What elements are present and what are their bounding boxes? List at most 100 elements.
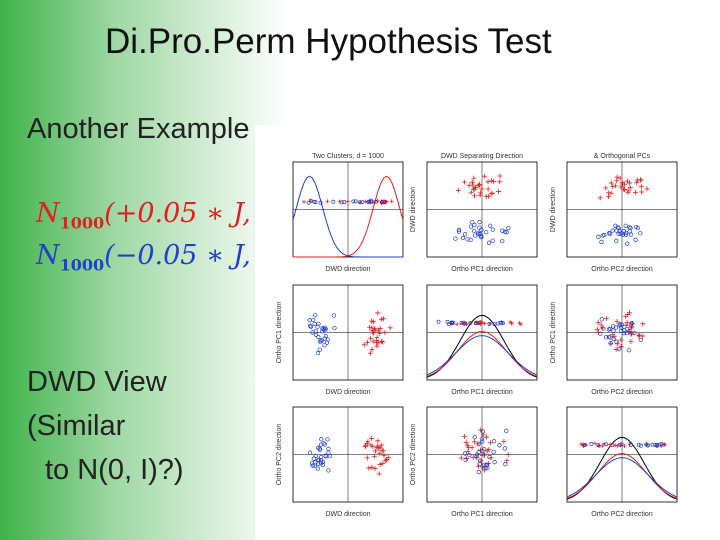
point [644,186,650,192]
point [469,179,475,185]
point [603,185,609,191]
point [472,222,477,228]
point [366,465,372,471]
point [626,348,632,353]
point [463,439,469,445]
point [369,435,375,441]
point [326,446,331,452]
point [603,335,609,340]
point [659,444,664,449]
density-curve [426,314,538,378]
point [505,452,511,458]
point [486,447,492,453]
point [624,326,630,332]
point [632,330,637,336]
point [373,327,379,333]
point [365,439,371,445]
point [604,442,609,447]
point [595,319,601,325]
x-axis-label: DWD direction [325,389,370,396]
point [316,334,321,340]
point [488,455,494,461]
point [313,453,318,458]
point [318,454,324,460]
point [311,456,317,461]
point [318,442,324,447]
point [316,321,321,326]
point [582,443,586,447]
point [621,186,627,192]
point [627,229,632,234]
point [618,328,624,334]
point [468,224,474,229]
point [620,181,626,187]
point [506,226,511,231]
point [627,329,632,334]
point [624,330,629,336]
point [482,462,487,468]
point [604,315,610,321]
point [608,341,613,346]
point [490,227,495,232]
point [377,330,383,336]
point [462,433,468,439]
point [310,330,315,335]
point [369,328,375,334]
density-curve [426,335,538,376]
point [598,322,604,328]
point [497,173,503,179]
point [470,219,475,225]
point [501,439,507,445]
figure: DWD direction Two Clusters, d = 1000 Ortho… [255,125,720,540]
point [595,330,601,336]
point [644,442,649,447]
point [479,186,485,192]
density-curve [566,453,678,499]
point [367,324,373,330]
point [472,439,478,445]
panel-title: & Orthogonal PCs [594,153,651,160]
point [477,192,483,198]
point [316,461,321,466]
point [623,323,629,329]
point [492,460,497,465]
point [369,346,375,352]
point [613,346,619,352]
point [307,450,313,455]
args: (−0.05 ∗ J, I) [104,240,281,271]
point [484,230,489,235]
point [477,447,483,453]
point [638,337,643,343]
point [362,444,368,450]
point [453,236,458,241]
point [367,350,373,356]
point [597,444,602,449]
point [368,442,374,448]
point [372,466,378,472]
density-curve [566,457,678,498]
point [353,199,358,204]
point [324,340,330,345]
point [614,178,620,184]
point [387,325,393,331]
point [331,313,337,318]
point [377,444,383,450]
x-axis-label: Ortho PC2 direction [591,266,653,273]
point [363,443,369,449]
point [619,322,624,327]
point [385,454,391,460]
point [476,463,482,469]
point [468,237,473,242]
point [351,199,356,204]
y-axis-label: Ortho PC1 direction [550,302,557,364]
point [380,199,385,204]
point [500,238,505,244]
point [309,461,315,466]
view-line: to N(0, I)?) [45,454,184,486]
x-axis-label: Ortho PC1 direction [451,389,513,396]
point [317,347,323,352]
x-axis-label: Ortho PC1 direction [451,266,513,273]
point [489,191,495,197]
point [497,179,503,185]
point [491,439,497,444]
